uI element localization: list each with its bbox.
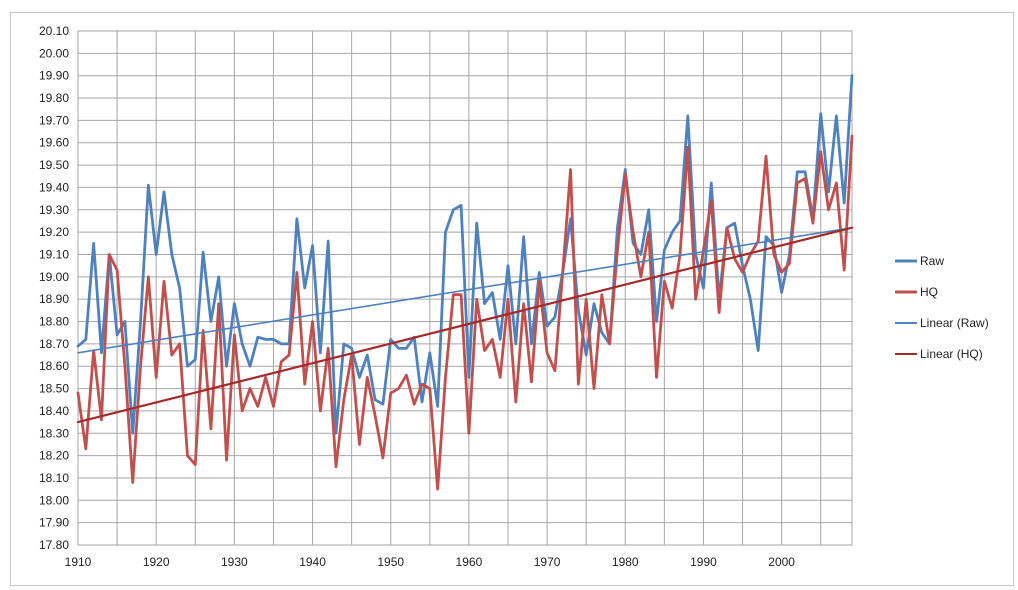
y-tick-label: 18.40	[39, 404, 69, 418]
y-tick-label: 19.80	[39, 91, 69, 105]
y-tick-label: 18.20	[39, 449, 69, 463]
y-tick-label: 19.20	[39, 225, 69, 239]
x-tick-label: 2000	[768, 555, 795, 569]
y-tick-label: 18.70	[39, 337, 69, 351]
legend-label: Linear (HQ)	[920, 347, 983, 361]
legend-label: Linear (Raw)	[920, 316, 989, 330]
y-tick-label: 19.90	[39, 69, 69, 83]
y-tick-label: 19.70	[39, 113, 69, 127]
y-tick-label: 18.30	[39, 426, 69, 440]
y-tick-label: 18.80	[39, 315, 69, 329]
x-tick-label: 1990	[690, 555, 717, 569]
y-tick-label: 17.80	[39, 538, 69, 552]
x-tick-label: 1970	[534, 555, 561, 569]
y-tick-label: 18.00	[39, 493, 69, 507]
x-tick-label: 1930	[221, 555, 248, 569]
legend-label: HQ	[920, 285, 938, 299]
y-tick-label: 17.90	[39, 516, 69, 530]
x-tick-label: 1980	[612, 555, 639, 569]
y-tick-label: 18.60	[39, 359, 69, 373]
y-tick-label: 20.00	[39, 46, 69, 60]
x-tick-label: 1960	[456, 555, 483, 569]
legend: Raw HQ Linear (Raw) Linear (HQ)	[895, 254, 989, 361]
x-tick-label: 1910	[65, 555, 92, 569]
y-tick-label: 19.00	[39, 270, 69, 284]
y-tick-label: 19.60	[39, 136, 69, 150]
x-axis-tick-labels: 1910 1920 1930 1940 1950 1960 1970 1980 1990 2000	[65, 555, 796, 569]
legend-label: Raw	[920, 254, 944, 268]
series-line-linear-hq	[76, 226, 854, 424]
series-layer	[76, 74, 854, 491]
series-line-hq	[76, 134, 854, 491]
y-tick-label: 19.40	[39, 180, 69, 194]
x-tick-label: 1950	[377, 555, 404, 569]
chart-border	[10, 12, 1014, 586]
x-tick-label: 1940	[299, 555, 326, 569]
x-tick-label: 1920	[143, 555, 170, 569]
y-tick-label: 18.50	[39, 382, 69, 396]
y-tick-label: 19.50	[39, 158, 69, 172]
y-tick-label: 19.30	[39, 203, 69, 217]
y-tick-label: 18.10	[39, 471, 69, 485]
y-axis-tick-labels: 17.80 17.90 18.00 18.10 18.20 18.30 18.40 18.50…	[39, 24, 69, 552]
y-tick-label: 19.10	[39, 247, 69, 261]
series-line-linear-raw	[77, 226, 853, 354]
y-tick-label: 18.90	[39, 292, 69, 306]
y-tick-label: 20.10	[39, 24, 69, 38]
